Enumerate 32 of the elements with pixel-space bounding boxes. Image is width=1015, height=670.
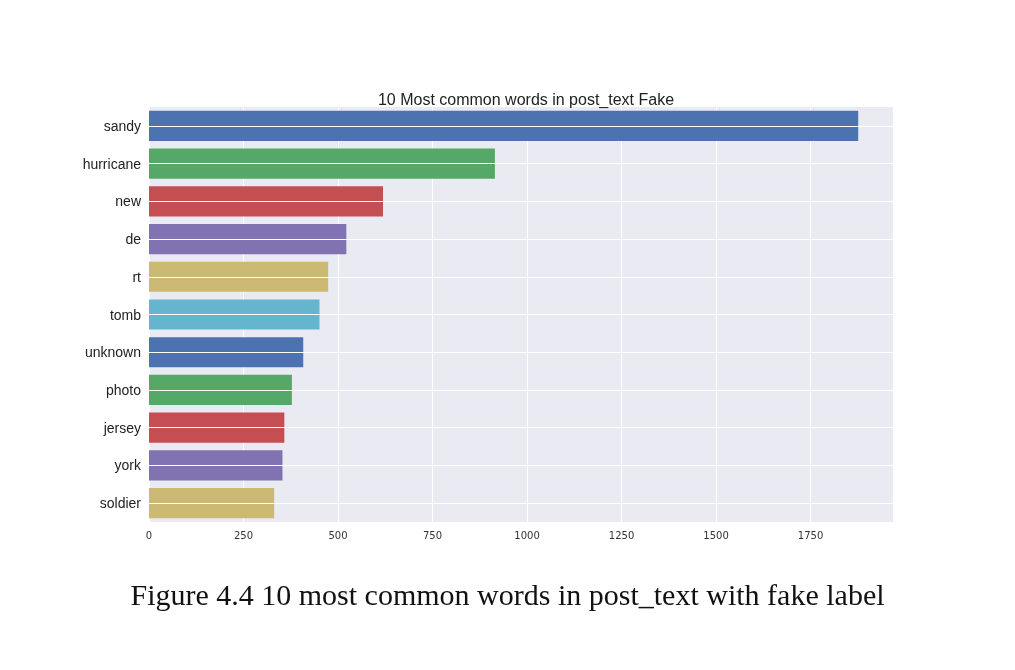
bar <box>149 337 304 368</box>
y-tick-label: hurricane <box>82 155 142 172</box>
bar <box>149 374 292 406</box>
y-tick-label: soldier <box>99 495 142 512</box>
y-tick-label: new <box>115 193 142 210</box>
x-tick-label: 500 <box>328 529 348 541</box>
x-tick-label: 0 <box>145 529 153 541</box>
bar <box>149 186 384 217</box>
bar <box>149 223 347 255</box>
caption: Figure 4.4 10 most common words in post_text with fake label <box>129 578 886 612</box>
x-tick-label: 1500 <box>703 529 729 541</box>
y-tick-label: york <box>114 457 142 474</box>
bar <box>149 488 275 519</box>
x-tick-label: 1000 <box>514 529 540 541</box>
y-tick-label: sandy <box>103 117 141 134</box>
bar <box>149 299 320 330</box>
x-tick-label: 750 <box>422 529 443 541</box>
y-tick-label: rt <box>132 268 142 285</box>
y-tick-label: photo <box>105 381 142 398</box>
bar <box>149 110 859 141</box>
y-tick-label: unknown <box>84 344 141 361</box>
x-tick-label: 1250 <box>608 529 635 541</box>
y-tick-label: tomb <box>109 306 142 323</box>
y-tick-label: de <box>125 231 142 248</box>
bar <box>149 261 329 292</box>
bar <box>149 148 495 179</box>
chart-title: 10 Most common words in post_text Fake <box>377 90 675 109</box>
bar <box>149 450 283 481</box>
x-tick-label: 1750 <box>797 529 824 541</box>
y-tick-label: jersey <box>102 419 141 436</box>
bar <box>149 412 285 443</box>
x-tick-label: 250 <box>233 529 254 541</box>
